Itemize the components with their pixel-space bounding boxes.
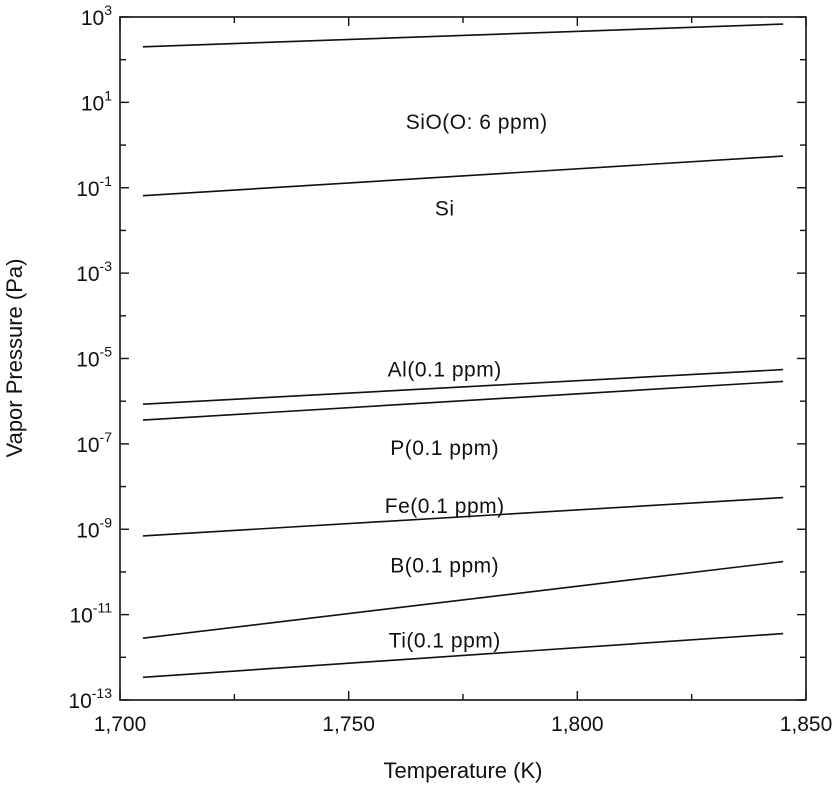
series-label: Fe(0.1 ppm)	[385, 495, 505, 518]
x-axis: 1,700 1,750 1,800 1,850	[94, 17, 833, 736]
series-group: SiO(O: 6 ppm) Si Al(0.1 ppm) P(0.1 ppm) Fe(0…	[142, 23, 784, 679]
y-tick-label: 10-11	[69, 600, 112, 628]
y-tick-label: 101	[81, 87, 112, 115]
series-label: P(0.1 ppm)	[390, 437, 499, 460]
series-line	[142, 380, 784, 421]
y-tick-label: 10-13	[68, 685, 112, 713]
x-tick-label: 1,800	[551, 713, 604, 736]
series-line	[142, 496, 784, 537]
series-line	[142, 368, 784, 405]
series-line	[142, 23, 784, 48]
x-tick-label: 1,850	[780, 713, 833, 736]
y-tick-label: 10-9	[76, 514, 112, 542]
y-tick-label: 10-7	[76, 429, 112, 457]
y-tick-label: 10-1	[76, 173, 112, 201]
y-tick-label: 10-3	[76, 258, 112, 286]
series-line	[142, 632, 784, 679]
series-label: SiO(O: 6 ppm)	[406, 111, 548, 134]
series-label: Al(0.1 ppm)	[388, 359, 502, 382]
series-label: B(0.1 ppm)	[390, 555, 499, 578]
series-line	[142, 560, 784, 639]
y-tick-label: 103	[81, 2, 112, 30]
x-tick-label: 1,700	[94, 713, 147, 736]
y-axis-title: Vapor Pressure (Pa)	[2, 259, 27, 458]
y-tick-label: 10-5	[76, 344, 112, 372]
x-axis-title: Temperature (K)	[384, 758, 543, 783]
series-label: Ti(0.1 ppm)	[389, 629, 501, 652]
series-label: Si	[435, 197, 455, 220]
series-line	[142, 155, 784, 197]
y-axis: 10-13 10-11 10-9 10-7 10-5 10-3 10-1 101 103	[68, 2, 806, 713]
x-tick-label: 1,750	[322, 713, 375, 736]
